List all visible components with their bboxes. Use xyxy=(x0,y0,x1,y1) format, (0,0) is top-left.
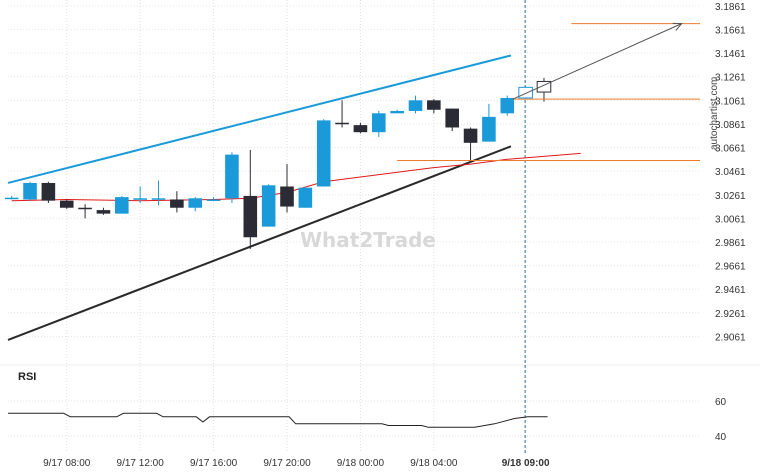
price-tick: 2.9461 xyxy=(715,285,746,296)
projected-candle xyxy=(536,80,552,93)
forecast-arrowhead xyxy=(672,22,683,31)
candle-up xyxy=(206,199,221,201)
rsi-line xyxy=(8,412,548,428)
candle-down xyxy=(427,100,441,110)
price-tick: 3.1261 xyxy=(715,73,746,84)
candle-down xyxy=(445,108,459,128)
candle-up xyxy=(298,187,313,208)
levels xyxy=(397,22,700,162)
watermark: What2Trade xyxy=(300,228,436,252)
credit: autochartist.com xyxy=(709,77,720,150)
candle-up xyxy=(482,116,496,142)
candle-up xyxy=(371,113,386,133)
candle-down xyxy=(280,186,294,207)
price-tick: 3.0861 xyxy=(715,120,746,131)
price-tick: 3.0461 xyxy=(715,167,746,178)
price-tick: 2.9261 xyxy=(715,309,746,320)
time-tick: 9/17 12:00 xyxy=(117,458,165,469)
projected-candle xyxy=(518,86,533,99)
candle-down xyxy=(170,199,184,208)
price-tick: 3.1661 xyxy=(715,26,746,37)
time-tick: 9/17 20:00 xyxy=(263,458,311,469)
price-tick: 2.9061 xyxy=(715,332,746,343)
time-tick: 9/17 16:00 xyxy=(190,458,238,469)
forecast-arrow xyxy=(512,23,682,100)
price-tick: 2.9661 xyxy=(715,262,746,273)
candle-up xyxy=(500,97,515,114)
time-tick: 9/18 04:00 xyxy=(410,458,458,469)
trendlines xyxy=(7,54,512,341)
candle-down xyxy=(353,125,368,133)
rsi-label: RSI xyxy=(18,371,36,383)
price-tick: 3.1061 xyxy=(715,96,746,107)
price-tick: 3.1861 xyxy=(715,2,746,13)
candle-down xyxy=(59,200,74,208)
grid xyxy=(0,0,760,455)
price-tick: 3.0061 xyxy=(715,214,746,225)
candle-up xyxy=(261,185,276,227)
candle-up xyxy=(23,182,37,200)
candle-up xyxy=(4,197,19,200)
candle-down xyxy=(243,195,258,238)
candle-up xyxy=(408,100,423,111)
candle-up xyxy=(115,197,129,214)
price-tick: 3.0661 xyxy=(715,144,746,155)
candle-up xyxy=(151,198,166,200)
candle-up xyxy=(188,198,203,208)
candle-down xyxy=(41,182,56,201)
rsi-panel: RSI 60 40 xyxy=(8,371,727,443)
candle-up xyxy=(133,198,147,200)
candle-up xyxy=(316,120,331,187)
time-axis: 9/17 08:00 9/17 12:00 9/17 16:00 9/17 20:00… xyxy=(43,458,550,469)
time-tick: 9/17 08:00 xyxy=(43,458,91,469)
price-tick: 3.1461 xyxy=(715,49,746,60)
candle-down xyxy=(463,128,478,143)
candle-up xyxy=(225,154,239,199)
candle-down xyxy=(96,210,111,214)
time-tick: 9/18 00:00 xyxy=(337,458,385,469)
price-tick: 2.9861 xyxy=(715,238,746,249)
candle-up xyxy=(390,110,404,114)
candles xyxy=(4,77,552,250)
price-tick: 3.0261 xyxy=(715,191,746,202)
upper-trendline xyxy=(7,54,512,184)
time-tick: 9/18 09:00 xyxy=(502,458,550,469)
candle-down xyxy=(335,122,349,125)
rsi-tick: 60 xyxy=(715,397,727,408)
candle-down xyxy=(78,207,92,210)
rsi-tick: 40 xyxy=(715,432,727,443)
price-axis: 3.1861 3.1661 3.1461 3.1261 3.1061 3.0861 3.06… xyxy=(715,2,746,343)
lower-trendline xyxy=(7,145,512,341)
